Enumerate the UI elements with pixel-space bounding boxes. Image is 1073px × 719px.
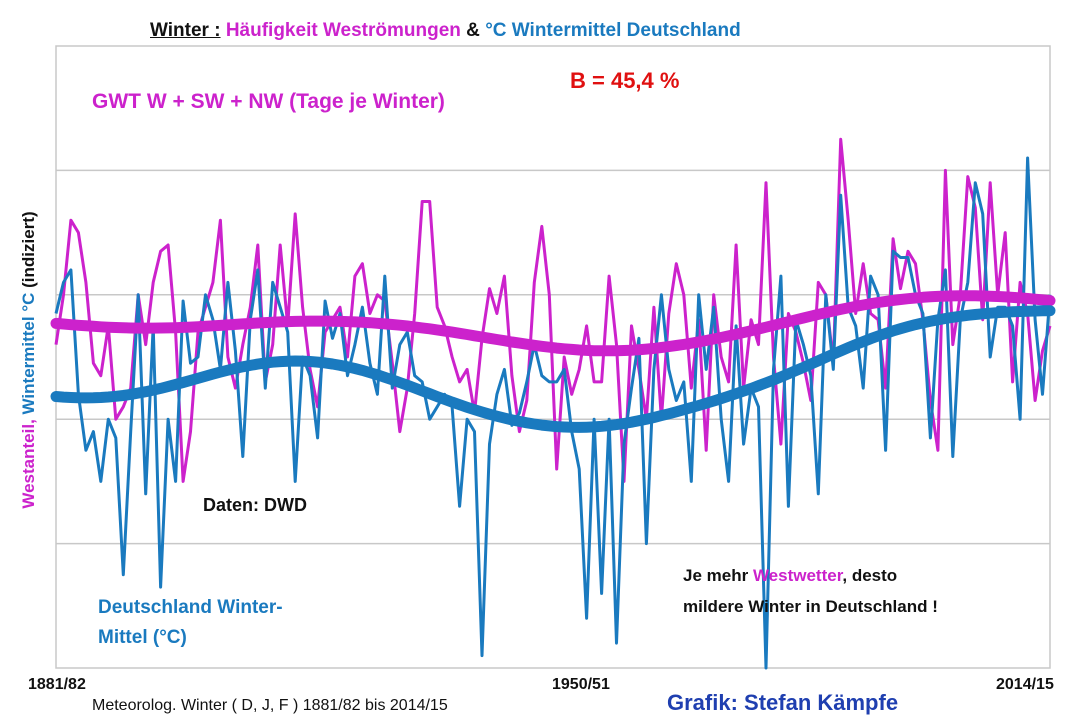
note-line2: mildere Winter in Deutschland !	[683, 597, 938, 616]
x-tick-1950: 1950/51	[552, 676, 610, 693]
plot-border	[55, 45, 1051, 669]
title-magenta-part: Häufigkeit Weströmungen	[225, 20, 461, 41]
chart-title: Winter : Häufigkeit Weströmungen & °C Wi…	[150, 20, 741, 42]
title-blue-part: °C Wintermittel Deutschland	[485, 20, 741, 41]
gwt-series-label: GWT W + SW + NW (Tage je Winter)	[92, 90, 445, 113]
wintermittel-trend	[50, 305, 1056, 433]
x-tick-2014: 2014/15	[996, 676, 1054, 693]
x-axis-label: Meteorolog. Winter ( D, J, F ) 1881/82 b…	[92, 697, 448, 714]
b-value-annotation: B = 45,4 %	[570, 68, 680, 93]
y-label-westanteil: Westanteil,	[19, 419, 38, 509]
title-winter: Winter :	[150, 20, 221, 41]
y-axis-label: Westanteil, Wintermittel °C (indiziert)	[19, 211, 39, 508]
de-series-label-line1: Deutschland Winter-	[98, 597, 283, 618]
gridlines	[55, 45, 1051, 669]
de-series-label-line2: Mittel (°C)	[98, 627, 187, 648]
title-ampersand: &	[466, 20, 480, 41]
author-credit: Grafik: Stefan Kämpfe	[667, 690, 899, 715]
data-source-label: Daten: DWD	[203, 495, 307, 515]
trend-lines	[50, 290, 1056, 433]
y-label-indiziert: (indiziert)	[19, 211, 38, 288]
westanteil-trend	[50, 290, 1056, 357]
wintermittel-line	[54, 156, 1052, 670]
note-text-westwetter: Westwetter	[752, 566, 843, 585]
note-text-a: Je mehr	[683, 566, 753, 585]
note-line1: Je mehr Westwetter, desto	[683, 566, 897, 586]
series-wintermittel	[54, 156, 1052, 670]
note-text-c: , desto	[842, 566, 898, 585]
y-label-wintermittel: Wintermittel °C	[19, 292, 38, 415]
x-tick-1881: 1881/82	[28, 676, 86, 693]
